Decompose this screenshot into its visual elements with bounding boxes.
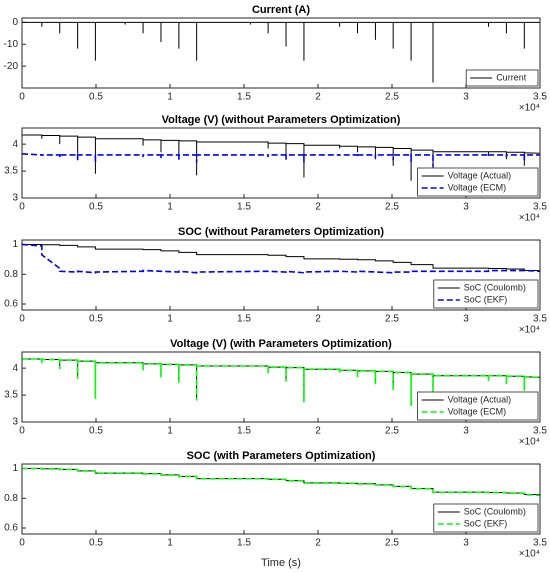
y-tick-label: 0.8 bbox=[4, 493, 18, 504]
series-line bbox=[21, 153, 540, 167]
x-tick-label: 3.5 bbox=[533, 314, 547, 325]
y-tick-label: 0 bbox=[12, 17, 18, 28]
legend-label: Voltage (Actual) bbox=[448, 394, 512, 404]
x-tick-label: 3 bbox=[463, 92, 469, 103]
series-line bbox=[21, 243, 541, 274]
x-tick-label: 1 bbox=[167, 202, 173, 213]
x-tick-label: 1 bbox=[167, 314, 173, 325]
y-tick-label: 4 bbox=[12, 363, 18, 374]
x-tick-label: 3 bbox=[463, 314, 469, 325]
x-tick-label: 3.5 bbox=[533, 538, 547, 549]
x-tick-label: 2 bbox=[315, 202, 321, 213]
y-tick-label: 1 bbox=[12, 239, 18, 250]
legend-label: SoC (Coulomb) bbox=[464, 506, 526, 516]
legend-box bbox=[417, 167, 539, 197]
x-offset-label: ×10⁴ bbox=[519, 437, 540, 448]
chart-title: Voltage (V) (without Parameters Optimiza… bbox=[162, 114, 401, 126]
chart-title: SOC (without Parameters Optimization) bbox=[178, 226, 384, 238]
x-tick-label: 0.5 bbox=[89, 426, 103, 437]
legend-box bbox=[433, 279, 539, 309]
x-offset-label: ×10⁴ bbox=[519, 549, 540, 560]
x-tick-label: 0.5 bbox=[89, 92, 103, 103]
x-tick-label: 0.5 bbox=[89, 538, 103, 549]
x-tick-label: 0.5 bbox=[89, 202, 103, 213]
x-tick-label: 3.5 bbox=[533, 426, 547, 437]
plot-frame bbox=[21, 351, 541, 423]
chart-title: SOC (with Parameters Optimization) bbox=[187, 450, 376, 462]
chart-title: Current (A) bbox=[252, 4, 310, 16]
legend-box bbox=[433, 503, 539, 533]
x-tick-label: 2.5 bbox=[385, 92, 399, 103]
x-tick-label: 1 bbox=[167, 92, 173, 103]
x-tick-label: 2.5 bbox=[385, 202, 399, 213]
x-tick-label: 1.5 bbox=[237, 92, 251, 103]
x-tick-label: 0 bbox=[19, 538, 25, 549]
y-tick-label: 4 bbox=[12, 139, 18, 150]
x-tick-label: 0.5 bbox=[89, 314, 103, 325]
plot-frame bbox=[21, 127, 541, 199]
x-offset-label: ×10⁴ bbox=[519, 103, 540, 114]
y-tick-label: 1 bbox=[12, 463, 18, 474]
x-offset-label: ×10⁴ bbox=[519, 325, 540, 336]
x-tick-label: 3 bbox=[463, 202, 469, 213]
x-tick-label: 0 bbox=[19, 314, 25, 325]
x-tick-label: 2 bbox=[315, 538, 321, 549]
legend-label: Voltage (Actual) bbox=[448, 170, 512, 180]
x-tick-label: 2.5 bbox=[385, 314, 399, 325]
x-tick-label: 1 bbox=[167, 426, 173, 437]
x-tick-label: 2 bbox=[315, 314, 321, 325]
x-tick-label: 0 bbox=[19, 92, 25, 103]
plot-frame bbox=[21, 463, 541, 535]
x-tick-label: 2.5 bbox=[385, 538, 399, 549]
x-tick-label: 0 bbox=[19, 426, 25, 437]
legend-box bbox=[417, 391, 539, 421]
y-tick-label: 3 bbox=[12, 417, 18, 428]
y-tick-label: -20 bbox=[4, 61, 19, 72]
x-tick-label: 2 bbox=[315, 92, 321, 103]
y-tick-label: 3 bbox=[12, 193, 18, 204]
x-tick-label: 3 bbox=[463, 538, 469, 549]
y-tick-label: 0.6 bbox=[4, 299, 18, 310]
y-tick-label: -10 bbox=[4, 39, 19, 50]
legend-label: Current bbox=[496, 72, 527, 82]
y-tick-label: 3.5 bbox=[4, 166, 18, 177]
chart-title: Voltage (V) (with Parameters Optimizatio… bbox=[170, 338, 392, 350]
y-tick-label: 3.5 bbox=[4, 390, 18, 401]
plot-area bbox=[22, 18, 540, 88]
x-tick-label: 1.5 bbox=[237, 202, 251, 213]
legend-box bbox=[465, 69, 539, 87]
y-tick-label: 0.6 bbox=[4, 523, 18, 534]
x-tick-label: 3 bbox=[463, 426, 469, 437]
legend-label: Voltage (ECM) bbox=[448, 182, 507, 192]
series-line bbox=[22, 467, 541, 497]
legend-label: Voltage (ECM) bbox=[448, 406, 507, 416]
series-line bbox=[22, 358, 541, 413]
x-tick-label: 1 bbox=[167, 538, 173, 549]
x-tick-label: 2.5 bbox=[385, 426, 399, 437]
x-tick-label: 3.5 bbox=[533, 92, 547, 103]
x-offset-label: ×10⁴ bbox=[519, 213, 540, 224]
plot-frame bbox=[21, 239, 541, 311]
x-axis-label: Time (s) bbox=[261, 557, 301, 569]
series-line bbox=[22, 243, 540, 272]
x-tick-label: 1.5 bbox=[237, 426, 251, 437]
x-tick-label: 1.5 bbox=[237, 538, 251, 549]
legend-label: SoC (EKF) bbox=[464, 518, 508, 528]
legend-label: SoC (EKF) bbox=[464, 294, 508, 304]
x-tick-label: 0 bbox=[19, 202, 25, 213]
legend-label: SoC (Coulomb) bbox=[464, 282, 526, 292]
x-tick-label: 1.5 bbox=[237, 314, 251, 325]
x-tick-label: 2 bbox=[315, 426, 321, 437]
plot-frame bbox=[21, 17, 541, 89]
y-tick-label: 0.8 bbox=[4, 269, 18, 280]
x-tick-label: 3.5 bbox=[533, 202, 547, 213]
